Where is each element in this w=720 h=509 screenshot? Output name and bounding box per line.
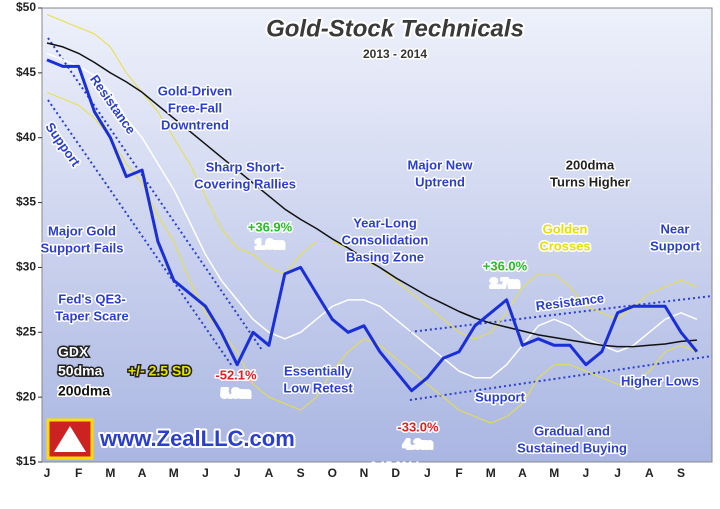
series-line — [46, 91, 698, 424]
x-tick-label: J — [583, 466, 590, 480]
x-tick-label: J — [614, 466, 621, 480]
annotation: Near — [661, 221, 690, 236]
x-tick-label: A — [518, 466, 527, 480]
x-tick-label: F — [455, 466, 462, 480]
y-tick-label: $50 — [16, 0, 36, 14]
annotation: Year-Long — [353, 215, 417, 230]
annotation: Sharp Short- — [206, 159, 285, 174]
annotation: Low Retest — [283, 380, 353, 395]
x-tick-label: J — [202, 466, 209, 480]
annotation: 5.8m — [221, 385, 251, 400]
annotation: Consolidation — [342, 232, 429, 247]
trend-lines — [47, 37, 713, 401]
legend-entry: GDX — [58, 344, 89, 360]
y-tick-label: $40 — [16, 130, 36, 144]
x-tick-label: M — [486, 466, 496, 480]
annotation: Support — [475, 389, 525, 404]
annotation: 4.3m — [403, 436, 433, 451]
y-tick-label: $15 — [16, 454, 36, 468]
legend-entry: 200dma — [58, 383, 110, 399]
x-tick-label: A — [265, 466, 274, 480]
annotation: Uptrend — [415, 174, 465, 189]
series-line — [46, 52, 698, 379]
x-tick-label: M — [549, 466, 559, 480]
annotation: Major Gold — [48, 223, 116, 238]
x-tick-label: A — [645, 466, 654, 480]
annotation: Essentially — [284, 363, 353, 378]
y-tick-label: $20 — [16, 389, 36, 403]
x-tick-label: J — [234, 466, 241, 480]
legend-entry: +/- 2.5 SD — [128, 363, 191, 379]
x-tick-label: S — [677, 466, 685, 480]
date: 9.17.2014 — [371, 460, 421, 472]
y-tick-label: $25 — [16, 324, 36, 338]
annotation: Support Fails — [40, 240, 123, 255]
annotation: -52.1% — [215, 367, 257, 382]
x-tick-label: S — [297, 466, 305, 480]
x-tick-label: J — [44, 466, 51, 480]
x-tick-label: J — [424, 466, 431, 480]
x-tick-label: D — [391, 466, 400, 480]
annotation: +36.9% — [248, 219, 293, 234]
annotation: +36.0% — [483, 258, 528, 273]
annotation: Fed's QE3- — [58, 291, 125, 306]
chart-title: Gold-Stock Technicals — [266, 15, 524, 42]
x-tick-label: O — [328, 466, 337, 480]
annotation: Turns Higher — [550, 174, 630, 189]
y-tick-label: $45 — [16, 65, 36, 79]
x-tick-label: F — [75, 466, 82, 480]
series-line — [46, 58, 699, 393]
annotation: Downtrend — [161, 117, 229, 132]
plot-area — [41, 7, 713, 463]
chart-subtitle: 2013 - 2014 — [363, 47, 427, 61]
annotation: Taper Scare — [55, 308, 128, 323]
annotation: -33.0% — [397, 419, 439, 434]
annotation: Higher Lows — [621, 373, 699, 388]
annotation: Gradual and — [534, 423, 610, 438]
website: www.ZealLLC.com — [99, 426, 295, 451]
annotation: 200dma — [566, 157, 615, 172]
annotation: Golden — [543, 221, 588, 236]
annotation: 1.6m — [255, 236, 285, 251]
y-tick-label: $30 — [16, 260, 36, 274]
logo — [46, 418, 94, 460]
x-tick-label: A — [138, 466, 147, 480]
series-line — [46, 14, 698, 340]
annotation: Support — [650, 238, 700, 253]
legend-entry: 50dma — [58, 363, 103, 379]
annotation: Crosses — [539, 238, 590, 253]
series-line — [46, 42, 697, 348]
annotation: Sustained Buying — [517, 440, 627, 455]
annotation: Covering Rallies — [194, 176, 296, 191]
annotation: Gold-Driven — [158, 83, 232, 98]
x-tick-label: M — [169, 466, 179, 480]
x-tick-label: M — [105, 466, 115, 480]
y-tick-label: $35 — [16, 195, 36, 209]
annotation: Free-Fall — [168, 100, 222, 115]
annotation: Basing Zone — [346, 249, 424, 264]
annotation: 2.7m — [490, 275, 520, 290]
annotation: Major New — [407, 157, 473, 172]
x-tick-label: N — [360, 466, 369, 480]
